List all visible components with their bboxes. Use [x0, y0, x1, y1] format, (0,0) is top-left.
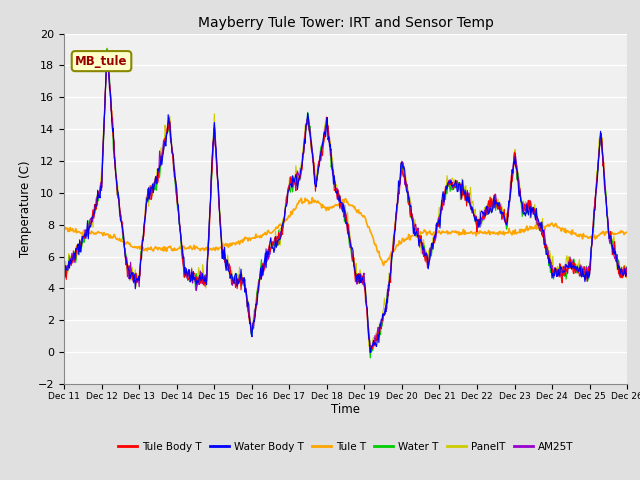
X-axis label: Time: Time — [331, 403, 360, 417]
Legend: Tule Body T, Water Body T, Tule T, Water T, PanelT, AM25T: Tule Body T, Water Body T, Tule T, Water… — [114, 438, 577, 456]
Title: Mayberry Tule Tower: IRT and Sensor Temp: Mayberry Tule Tower: IRT and Sensor Temp — [198, 16, 493, 30]
Y-axis label: Temperature (C): Temperature (C) — [19, 160, 32, 257]
Text: MB_tule: MB_tule — [76, 55, 128, 68]
